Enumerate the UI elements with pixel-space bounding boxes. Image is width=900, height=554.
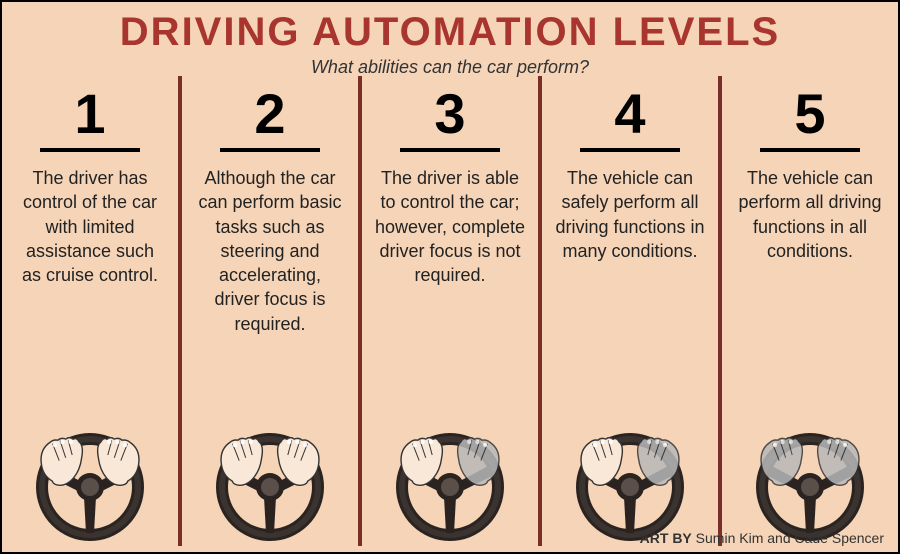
- level-column: 1 The driver has control of the car with …: [2, 82, 178, 552]
- level-number: 3: [434, 86, 465, 142]
- level-description: The driver has control of the car with l…: [12, 166, 168, 287]
- level-number: 1: [74, 86, 105, 142]
- credit-label: ART BY: [640, 530, 692, 546]
- level-underline: [40, 148, 140, 152]
- steering-wheel-icon: [735, 422, 885, 542]
- main-title: DRIVING AUTOMATION LEVELS: [2, 10, 898, 55]
- level-number: 5: [794, 86, 825, 142]
- steering-wheel-icon: [555, 422, 705, 542]
- level-column: 2 Although the car can perform basic task…: [182, 82, 358, 552]
- columns-container: 1 The driver has control of the car with …: [2, 82, 898, 552]
- steering-wheel-icon: [15, 422, 165, 542]
- level-description: Although the car can perform basic tasks…: [192, 166, 348, 336]
- level-underline: [580, 148, 680, 152]
- level-underline: [760, 148, 860, 152]
- infographic-frame: DRIVING AUTOMATION LEVELS What abilities…: [0, 0, 900, 554]
- level-description: The vehicle can safely perform all drivi…: [552, 166, 708, 263]
- level-column: 5 The vehicle can perform all driving fun…: [722, 82, 898, 552]
- level-underline: [220, 148, 320, 152]
- level-description: The vehicle can perform all driving func…: [732, 166, 888, 263]
- credit-names: Sumin Kim and Cade Spencer: [696, 530, 884, 546]
- level-column: 3 The driver is able to control the car; …: [362, 82, 538, 552]
- level-underline: [400, 148, 500, 152]
- level-description: The driver is able to control the car; h…: [372, 166, 528, 287]
- subtitle: What abilities can the car perform?: [2, 57, 898, 78]
- header: DRIVING AUTOMATION LEVELS What abilities…: [2, 2, 898, 82]
- steering-wheel-icon: [375, 422, 525, 542]
- level-column: 4 The vehicle can safely perform all driv…: [542, 82, 718, 552]
- level-number: 4: [614, 86, 645, 142]
- steering-wheel-icon: [195, 422, 345, 542]
- credit-line: ART BY Sumin Kim and Cade Spencer: [640, 530, 884, 546]
- level-number: 2: [254, 86, 285, 142]
